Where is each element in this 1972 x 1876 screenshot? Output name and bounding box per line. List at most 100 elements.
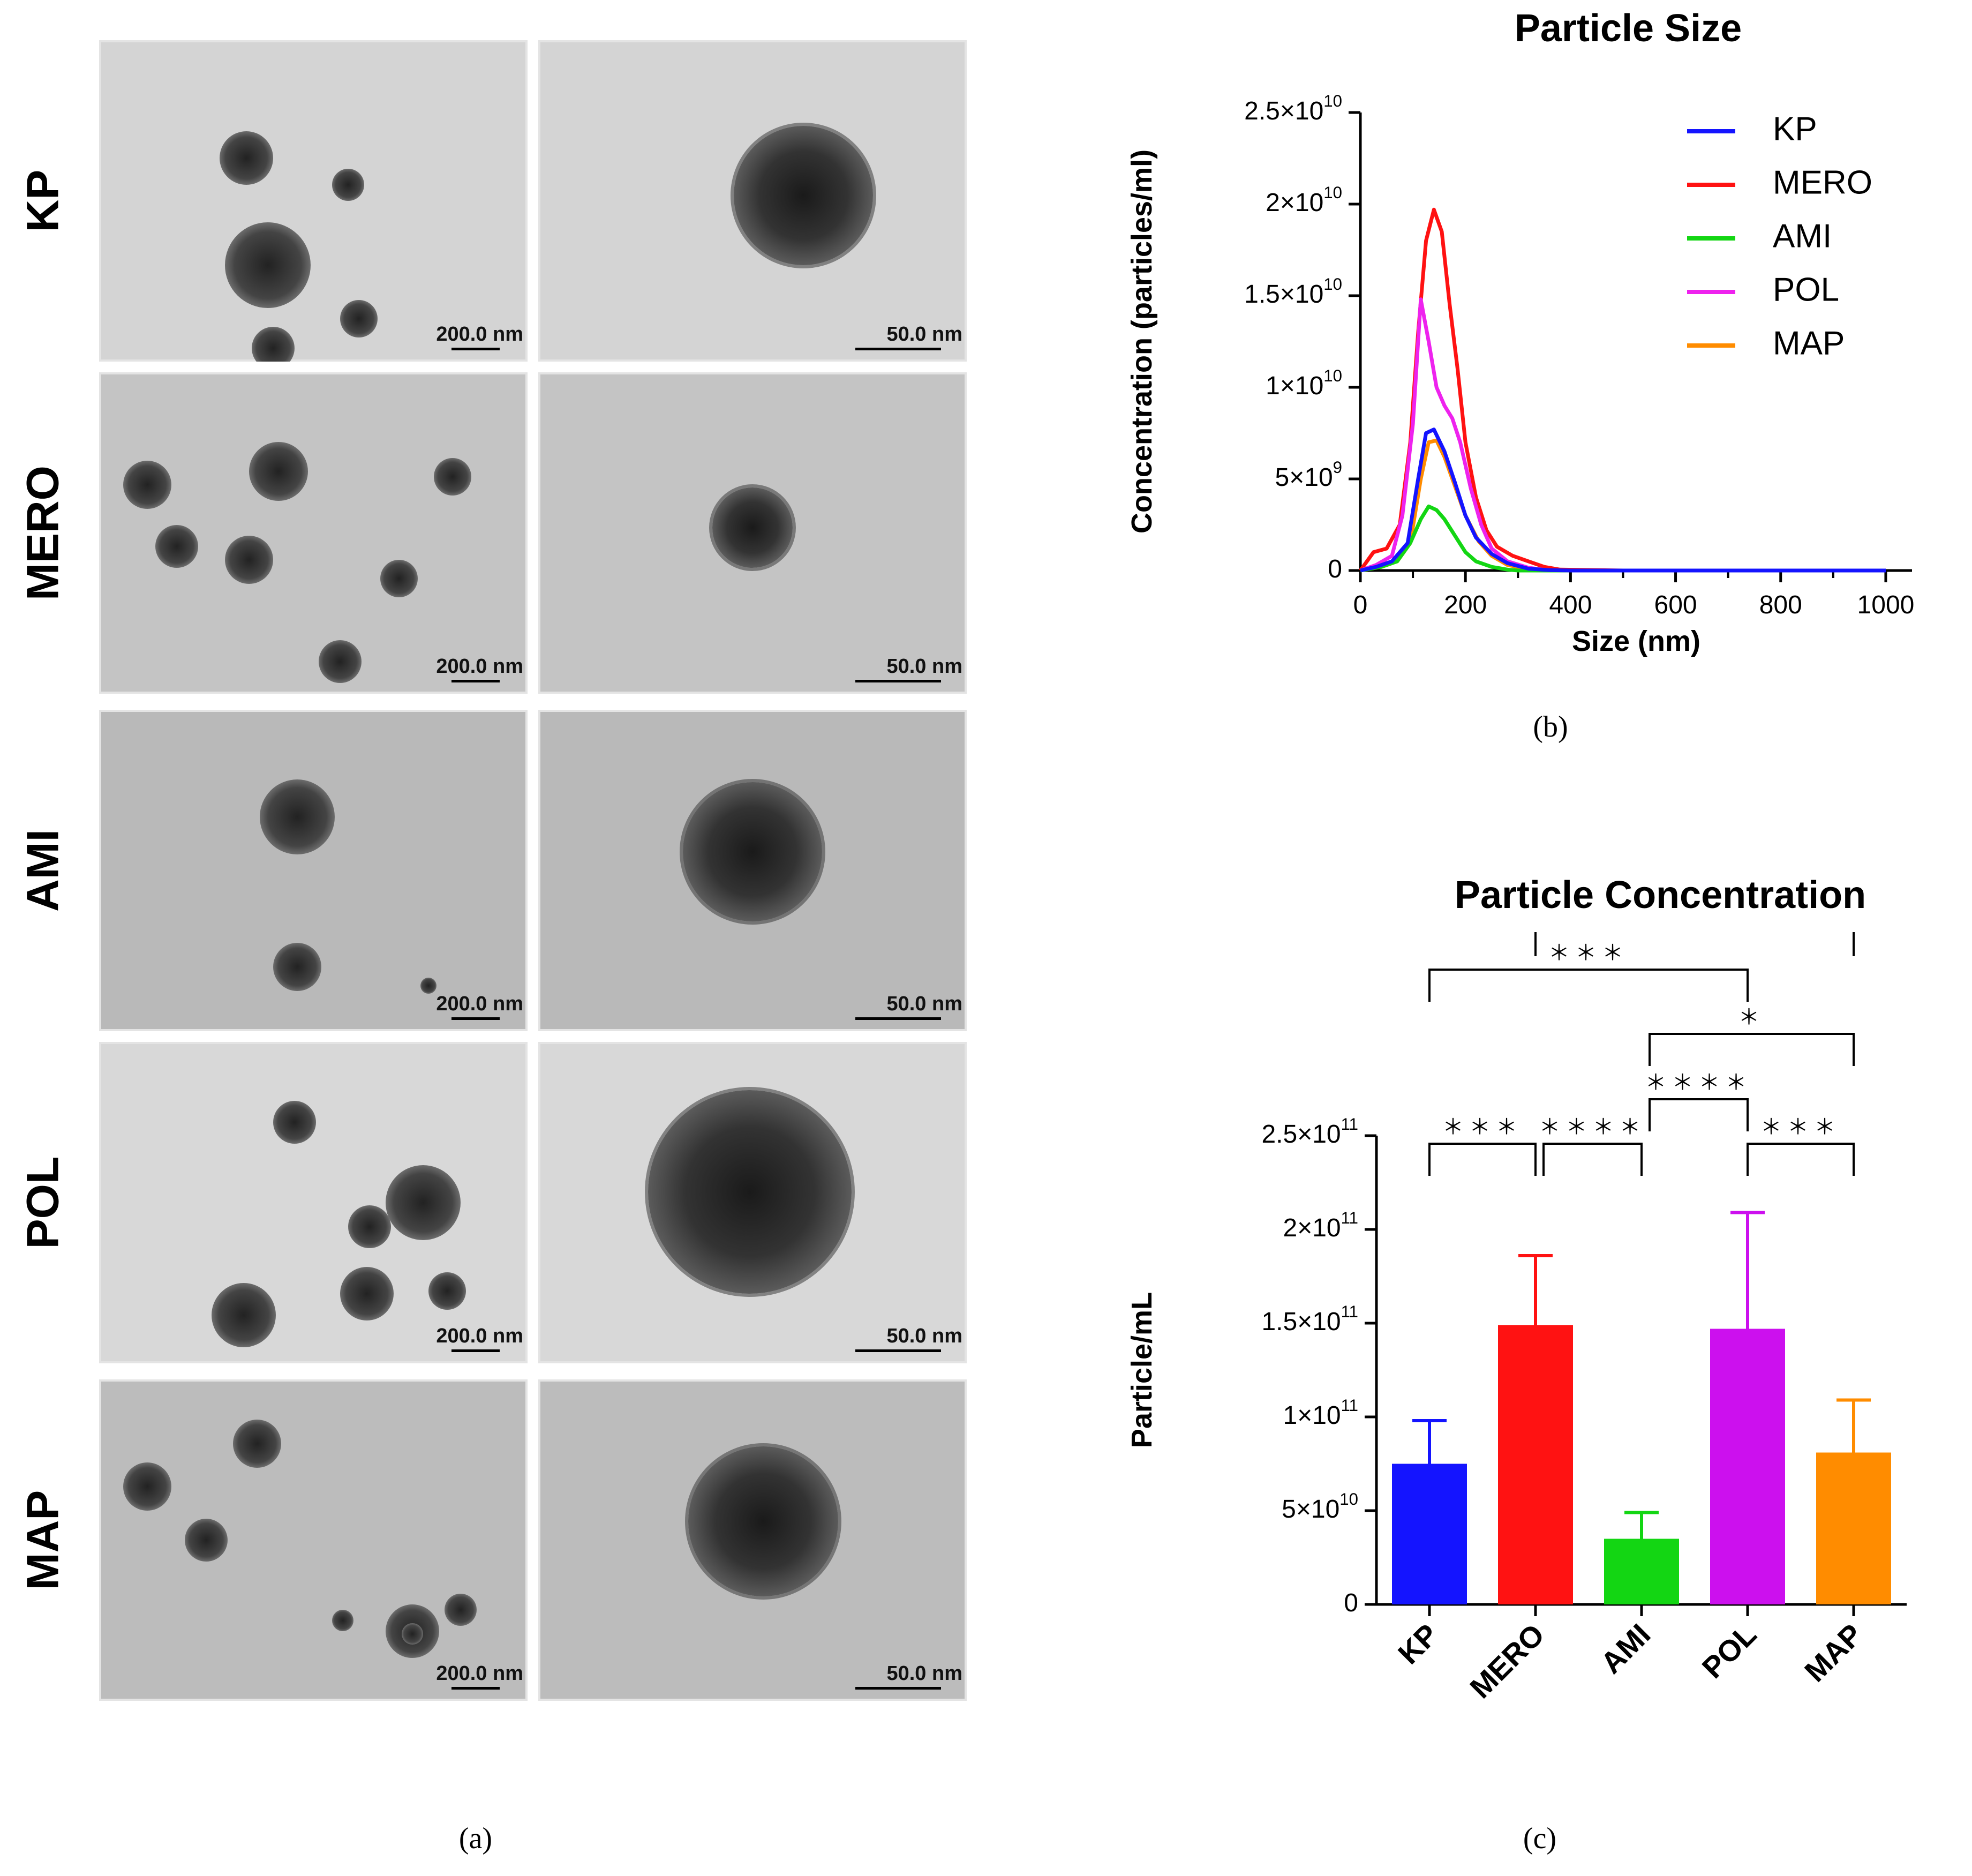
vesicle <box>445 1594 477 1626</box>
series-line-map <box>1360 438 1886 573</box>
x-tick-label-kp: KP <box>1391 1617 1445 1671</box>
bar-pol <box>1710 1329 1785 1604</box>
vesicle <box>380 560 418 597</box>
x-tick-label: 600 <box>1654 591 1697 619</box>
scale-bar <box>451 680 500 682</box>
scale-bar <box>855 1349 941 1352</box>
scale-bar-label: 200.0 nm <box>436 1662 523 1685</box>
y-axis-label: Particle/mL <box>1126 1292 1158 1448</box>
scale-bar-label: 50.0 nm <box>886 1325 962 1347</box>
y-tick-label: 0 <box>1328 555 1342 583</box>
y-tick-label: 1×1010 <box>1266 366 1342 400</box>
x-tick-label-pol: POL <box>1696 1617 1763 1685</box>
vesicle <box>340 300 378 337</box>
concentration-chart: 0 5×1010 1×1011 1.5×1011 2×1011 2.5×1011 Parti… <box>1126 932 1907 1705</box>
tem-image-pol-right: 50.0 nm <box>538 1042 967 1363</box>
x-tick-label-mero: MERO <box>1463 1617 1550 1705</box>
scale-bar <box>451 348 500 350</box>
vesicle <box>273 1101 316 1144</box>
vesicle <box>348 1205 391 1248</box>
scale-bar-label: 200.0 nm <box>436 993 523 1015</box>
vesicle <box>683 782 822 921</box>
vesicle <box>648 1090 852 1294</box>
bracket-line <box>1428 1143 1537 1176</box>
scale-bar-label: 50.0 nm <box>886 993 962 1015</box>
bar-kp <box>1392 1464 1467 1604</box>
legend-label-kp: KP <box>1773 110 1817 147</box>
y-tick-label: 2.5×1011 <box>1261 1115 1358 1149</box>
y-tick-label: 2×1010 <box>1266 183 1342 217</box>
series-line-ami <box>1360 504 1886 573</box>
significance-label: ＊＊＊＊ <box>1539 1115 1646 1139</box>
bracket-line <box>1534 932 1855 956</box>
caption-b: (b) <box>1533 710 1568 744</box>
vesicle <box>249 442 308 501</box>
vesicle <box>688 1446 838 1596</box>
y-axis-label: Concentration (particles/ml) <box>1126 149 1158 534</box>
significance-bracket: ＊＊＊＊ <box>1645 1071 1749 1131</box>
tem-image-ami-right: 50.0 nm <box>538 710 967 1031</box>
bracket-line <box>1542 1143 1643 1176</box>
scale-bar-label: 50.0 nm <box>886 1662 962 1685</box>
vesicle <box>220 131 273 185</box>
significance-bracket: ＊＊＊ <box>1534 932 1855 956</box>
bracket-line <box>1649 1098 1749 1131</box>
vesicle <box>319 640 362 683</box>
x-tick-label: 400 <box>1549 591 1592 619</box>
vesicle <box>252 327 295 362</box>
scale-bar <box>855 348 941 350</box>
vesicle <box>273 943 321 991</box>
significance-label: ＊＊＊ <box>1760 1115 1841 1139</box>
bar-mero <box>1498 1325 1573 1604</box>
tem-image-ami-left: 200.0 nm <box>99 710 528 1031</box>
row-label-ami: AMI <box>17 829 68 912</box>
x-axis-label: Size (nm) <box>1572 625 1700 657</box>
scale-bar <box>855 680 941 682</box>
significance-bracket: ＊＊＊ <box>1747 1115 1855 1176</box>
vesicle <box>712 487 793 568</box>
significance-bracket: ＊＊＊ <box>1428 1115 1537 1176</box>
bar-map <box>1816 1452 1891 1604</box>
vesicle <box>340 1267 394 1320</box>
y-tick-label: 0 <box>1344 1589 1358 1617</box>
vesicle <box>155 525 198 568</box>
significance-label: ＊＊＊ <box>1548 941 1629 965</box>
concentration-chart-title: Particle Concentration <box>1454 874 1866 917</box>
series-line-kp <box>1360 427 1886 573</box>
vesicle <box>332 1610 353 1631</box>
scale-bar-label: 200.0 nm <box>436 1325 523 1347</box>
tem-image-kp-left: 200.0 nm <box>99 40 528 362</box>
caption-c: (c) <box>1523 1822 1557 1855</box>
legend-label-pol: POL <box>1773 271 1839 308</box>
row-label-pol: POL <box>17 1156 68 1249</box>
vesicle <box>386 1165 461 1240</box>
significance-label: ＊ <box>1738 1005 1765 1029</box>
row-label-kp: KP <box>17 169 68 232</box>
vesicle <box>225 536 273 584</box>
vesicle <box>123 461 171 509</box>
scale-bar <box>451 1687 500 1690</box>
vesicle <box>123 1462 171 1511</box>
significance-bracket: ＊＊＊ <box>1428 941 1749 1002</box>
scale-bar-label: 50.0 nm <box>886 655 962 678</box>
scale-bar <box>451 1017 500 1020</box>
tem-image-mero-right: 50.0 nm <box>538 372 967 694</box>
legend-label-ami: AMI <box>1773 217 1832 254</box>
row-label-mero: MERO <box>17 466 68 601</box>
y-tick-label: 1×1011 <box>1283 1396 1359 1430</box>
tem-image-map-right: 50.0 nm <box>538 1379 967 1701</box>
y-tick-label: 2.5×1010 <box>1244 92 1342 125</box>
bracket-line <box>1649 1033 1855 1066</box>
tem-image-pol-left: 200.0 nm <box>99 1042 528 1363</box>
vesicle <box>233 1420 281 1468</box>
legend-label-map: MAP <box>1773 325 1845 362</box>
bar-ami <box>1604 1539 1679 1604</box>
tem-image-mero-left: 200.0 nm <box>99 372 528 694</box>
vesicle <box>420 978 436 994</box>
scale-bar <box>855 1017 941 1020</box>
x-tick-label-map: MAP <box>1798 1617 1869 1689</box>
bracket-line <box>1428 969 1749 1002</box>
scale-bar-label: 200.0 nm <box>436 323 523 346</box>
x-tick-label: 0 <box>1353 591 1368 619</box>
caption-a: (a) <box>458 1822 493 1855</box>
